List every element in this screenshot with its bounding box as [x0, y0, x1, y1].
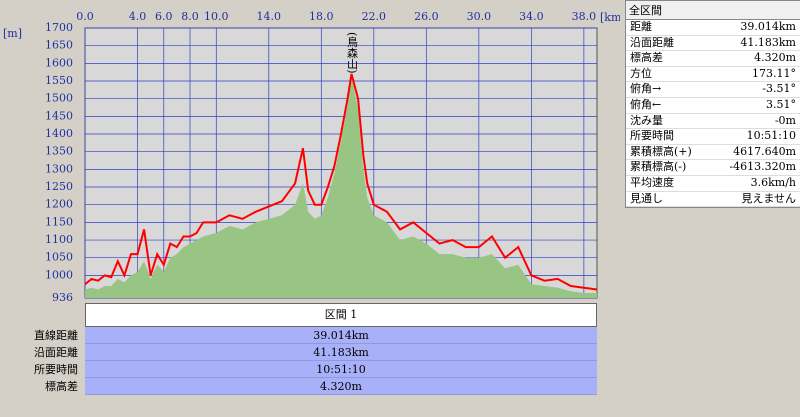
row-label: 方位	[630, 66, 652, 80]
panel-row: 距離 39.014km	[626, 20, 800, 36]
y-tick-label: 1050	[45, 251, 73, 264]
panel-row: 方位 173.11°	[626, 67, 800, 83]
panel-row: 標高差 4.320m	[626, 51, 800, 67]
y-tick-label: 936	[52, 291, 73, 302]
row-value: 3.51°	[766, 97, 796, 111]
terrain-area	[85, 75, 597, 298]
row-label: 平均速度	[630, 175, 674, 189]
x-tick-label: 34.0	[519, 10, 544, 23]
panel-row: 俯角← 3.51°	[626, 98, 800, 114]
row-value: 39.014km	[740, 20, 796, 33]
y-tick-label: 1350	[45, 145, 73, 158]
row-label: 沈み量	[630, 113, 663, 127]
x-tick-label: 22.0	[362, 10, 387, 23]
x-tick-label: 38.0	[572, 10, 597, 23]
profile-chart: [m] [km] 936 1000 1050 1100 1150 1200 1250 1300…	[3, 10, 620, 302]
y-tick-label: 1650	[45, 39, 73, 52]
panel-row: 所要時間 10:51:10	[626, 129, 800, 145]
row-label: 標高差	[45, 380, 78, 393]
row-value: -0m	[774, 113, 796, 127]
panel-title: 全区間	[626, 1, 800, 20]
panel-row: 累積標高(+) 4617.640m	[626, 145, 800, 161]
y-tick-label: 1250	[45, 180, 73, 193]
row-label: 俯角→	[630, 82, 662, 96]
y-tick-label: 1000	[45, 268, 73, 281]
row-value: 見えません	[741, 191, 796, 205]
row-label: 累積標高(-)	[630, 160, 687, 174]
table-row: 標高差 4.320m	[0, 378, 600, 395]
x-tick-label: 10.0	[204, 10, 229, 23]
panel-row: 沿面距離 41.183km	[626, 36, 800, 52]
row-label: 見通し	[630, 191, 663, 205]
row-value: 4.320m	[754, 51, 796, 65]
panel-row: 平均速度 3.6km/h	[626, 176, 800, 192]
y-tick-label: 1450	[45, 109, 73, 122]
y-tick-label: 1200	[45, 198, 73, 211]
x-tick-label: 8.0	[181, 10, 199, 23]
summary-panel: 全区間 距離 39.014km 沿面距離 41.183km 標高差 4.320m 方位 173…	[625, 0, 800, 209]
row-value: 41.183km	[740, 35, 796, 49]
row-label: 沿面距離	[630, 35, 674, 49]
row-label: 所要時間	[34, 363, 78, 376]
y-tick-label: 1550	[45, 74, 73, 87]
x-axis-label: [km]	[600, 11, 620, 24]
panel-row: 俯角→ -3.51°	[626, 82, 800, 98]
row-label: 俯角←	[630, 97, 662, 111]
x-tick-label: 4.0	[129, 10, 147, 23]
panel-row: 見通し 見えません	[626, 192, 800, 208]
x-tick-label: 6.0	[155, 10, 173, 23]
panel-row: 沈み量 -0m	[626, 114, 800, 130]
x-tick-label: 30.0	[467, 10, 492, 23]
x-tick-label: 26.0	[414, 10, 439, 23]
route-line	[84, 73, 598, 291]
row-label: 所要時間	[630, 129, 674, 143]
row-value: 173.11°	[752, 66, 796, 80]
row-value: 39.014km	[85, 327, 597, 344]
row-value: 4.320m	[85, 378, 597, 395]
row-label: 標高差	[630, 51, 663, 65]
row-label: 距離	[630, 20, 652, 33]
row-label: 直線距離	[34, 329, 78, 342]
row-value: -4613.320m	[729, 160, 796, 174]
y-tick-label: 1100	[45, 233, 73, 246]
y-tick-label: 1700	[45, 21, 73, 34]
x-tick-label: 0.0	[76, 10, 94, 23]
section-table: 区間 1 直線距離 39.014km 沿面距離 41.183km 所要時間 10:51:1…	[0, 303, 600, 395]
x-tick-label: 14.0	[257, 10, 282, 23]
panel-row: 累積標高(-) -4613.320m	[626, 160, 800, 176]
table-row: 所要時間 10:51:10	[0, 361, 600, 378]
y-tick-label: 1600	[45, 56, 73, 69]
x-tick-label: 18.0	[309, 10, 334, 23]
row-value: 10:51:10	[746, 129, 796, 143]
y-tick-label: 1300	[45, 162, 73, 175]
row-label: 沿面距離	[34, 346, 78, 359]
row-value: -3.51°	[762, 82, 796, 96]
row-value: 3.6km/h	[750, 175, 796, 189]
row-value: 41.183km	[85, 344, 597, 361]
y-tick-label: 1500	[45, 92, 73, 105]
y-tick-label: 1150	[45, 215, 73, 228]
table-row: 沿面距離 41.183km	[0, 344, 600, 361]
row-value: 10:51:10	[85, 361, 597, 378]
table-row: 直線距離 39.014km	[0, 327, 600, 344]
section-header[interactable]: 区間 1	[85, 303, 597, 327]
y-tick-label: 1400	[45, 127, 73, 140]
row-value: 4617.640m	[733, 144, 796, 158]
row-label: 累積標高(+)	[630, 144, 692, 158]
peak-annotation: (鳥森山)	[346, 32, 359, 74]
y-axis-label: [m]	[3, 27, 22, 40]
